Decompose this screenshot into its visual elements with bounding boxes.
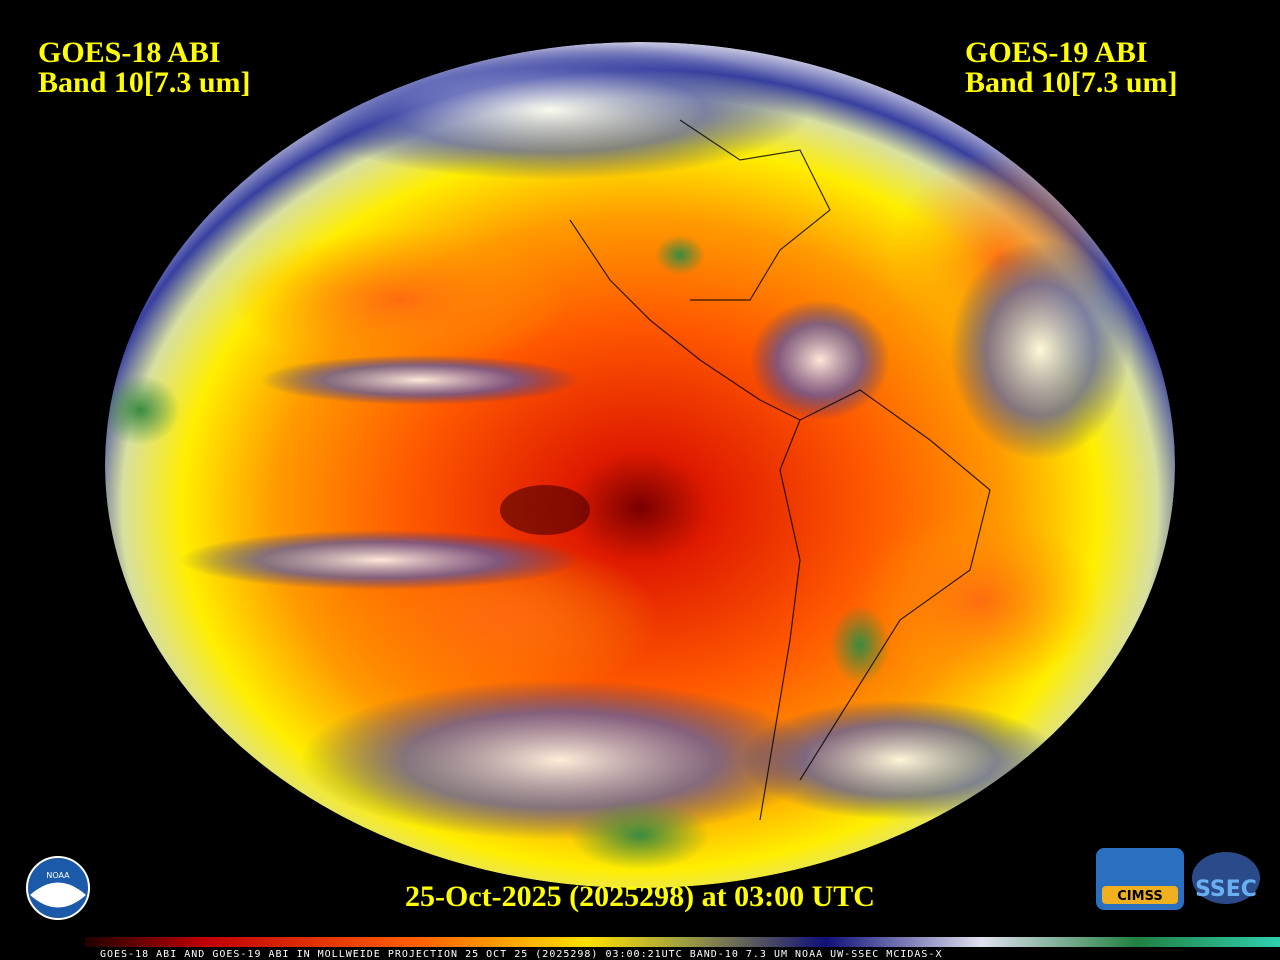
ssec-logo: SSEC [1192,852,1260,904]
footer-caption: GOES-18 ABI AND GOES-19 ABI IN MOLLWEIDE… [100,949,942,960]
cimss-logo: CIMSS [1096,848,1184,910]
right-satellite: GOES-19 ABI [965,36,1148,69]
ssec-text: SSEC [1195,877,1257,902]
cimss-text: CIMSS [1117,889,1162,904]
left-band: Band 10[7.3 um] [38,66,251,99]
color-bar [85,937,1280,947]
earth-disk [105,42,1175,888]
noaa-text: NOAA [46,871,70,880]
right-band: Band 10[7.3 um] [965,66,1178,99]
noaa-logo: NOAA [26,856,90,920]
left-satellite: GOES-18 ABI [38,36,221,69]
timestamp: 25-Oct-2025 (2025298) at 03:00 UTC [405,880,875,913]
